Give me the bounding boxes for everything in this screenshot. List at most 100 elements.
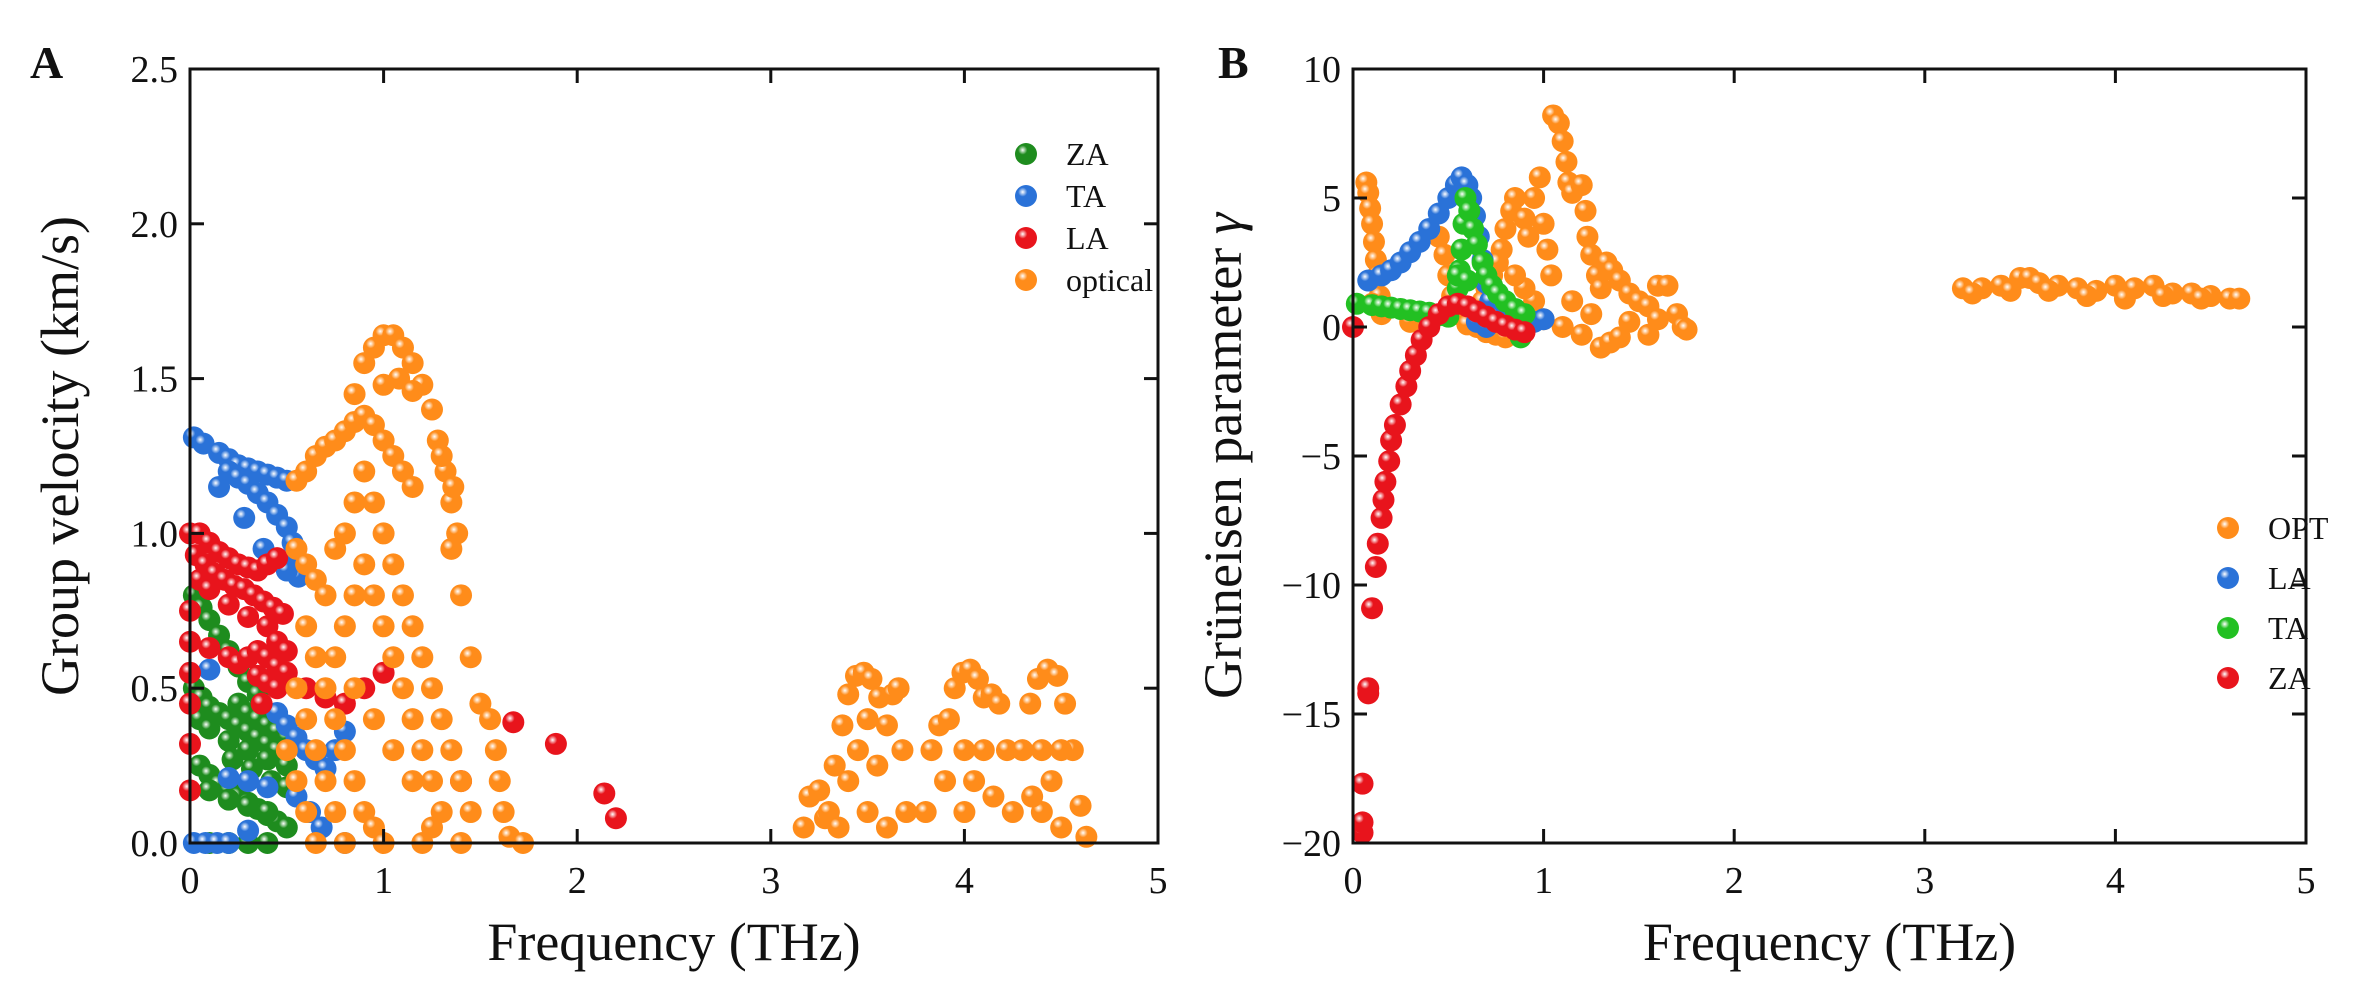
legend-item-ta: TA xyxy=(2217,610,2308,646)
data-point xyxy=(1532,308,1555,331)
data-point xyxy=(1383,414,1406,437)
data-point xyxy=(856,801,879,824)
data-point xyxy=(488,770,511,793)
data-point xyxy=(233,506,256,529)
data-point xyxy=(1456,269,1479,292)
data-point xyxy=(1999,279,2022,302)
data-point xyxy=(1504,264,1527,287)
data-point xyxy=(372,522,395,545)
data-point xyxy=(966,667,989,690)
data-point xyxy=(1021,785,1044,808)
legend-marker xyxy=(2217,617,2239,639)
data-point xyxy=(421,677,443,700)
data-point xyxy=(1523,187,1546,209)
data-point xyxy=(401,379,424,402)
data-point xyxy=(401,708,424,731)
data-point xyxy=(502,711,525,734)
data-point xyxy=(937,708,960,731)
data-point xyxy=(1656,274,1679,297)
data-point xyxy=(1574,199,1597,222)
legend-item-la: LA xyxy=(1015,220,1109,256)
data-point xyxy=(1001,801,1024,824)
legend-item-ta: TA xyxy=(1015,178,1106,214)
data-point xyxy=(920,739,943,762)
data-point xyxy=(353,460,376,483)
y-tick-label: 5 xyxy=(1322,178,1341,220)
data-point xyxy=(1458,199,1481,222)
y-tick-label: 1.5 xyxy=(131,359,179,401)
data-point xyxy=(972,739,995,762)
data-point xyxy=(343,584,366,607)
data-point xyxy=(256,801,279,824)
data-point xyxy=(604,807,627,830)
data-point xyxy=(1370,506,1393,529)
data-point xyxy=(411,739,434,762)
x-tick-label: 2 xyxy=(568,860,587,902)
legend-label: LA xyxy=(1066,220,1109,256)
x-tick-label: 5 xyxy=(2297,860,2316,902)
data-point xyxy=(343,677,366,700)
x-tick-label: 3 xyxy=(761,860,780,902)
data-point xyxy=(1646,308,1669,331)
data-point xyxy=(304,646,327,669)
data-point xyxy=(875,816,898,839)
data-point xyxy=(266,677,289,700)
data-point xyxy=(1547,112,1570,135)
x-tick-label: 5 xyxy=(1149,860,1168,902)
data-point xyxy=(1389,393,1412,416)
x-tick-label: 4 xyxy=(2106,860,2125,902)
data-point xyxy=(324,646,347,669)
data-point xyxy=(401,770,424,793)
data-point xyxy=(1054,692,1077,715)
data-point xyxy=(988,692,1011,715)
data-point xyxy=(411,646,434,669)
data-point xyxy=(391,677,414,700)
data-point xyxy=(237,819,260,842)
data-point xyxy=(333,615,356,638)
data-point xyxy=(421,770,443,793)
legend-item-opt: OPT xyxy=(2217,510,2329,546)
data-point xyxy=(1551,316,1574,338)
data-point xyxy=(1075,825,1098,848)
data-point xyxy=(856,708,879,731)
data-point xyxy=(831,714,854,737)
data-point xyxy=(208,475,231,498)
data-point xyxy=(1589,277,1612,300)
data-point xyxy=(343,770,366,793)
y-tick-label: −10 xyxy=(1282,565,1341,607)
data-point xyxy=(1494,217,1517,240)
data-point xyxy=(2037,279,2060,302)
y-tick-label: −20 xyxy=(1282,823,1341,865)
data-point xyxy=(2075,285,2098,308)
data-point xyxy=(198,717,221,740)
data-point xyxy=(1540,264,1563,287)
data-point xyxy=(1536,238,1559,261)
data-point xyxy=(459,801,482,824)
data-point xyxy=(1465,233,1488,256)
data-point xyxy=(217,788,240,811)
data-point xyxy=(285,677,308,700)
y-tick-label: −15 xyxy=(1282,694,1341,736)
data-point xyxy=(1532,212,1555,235)
data-point xyxy=(1555,150,1578,173)
data-point xyxy=(837,683,860,706)
legend-item-za: ZA xyxy=(2217,660,2311,696)
legend-label: TA xyxy=(2268,610,2308,646)
data-point xyxy=(995,739,1018,762)
data-point xyxy=(1364,555,1387,578)
data-point xyxy=(333,739,356,762)
data-point xyxy=(1040,770,1063,793)
data-point xyxy=(198,658,221,681)
plot-frame xyxy=(188,67,1160,845)
data-points xyxy=(179,324,1098,854)
data-point xyxy=(1580,303,1603,326)
data-point xyxy=(479,708,502,731)
data-point xyxy=(837,770,860,793)
data-point xyxy=(1069,794,1092,817)
data-point xyxy=(1362,230,1385,253)
data-point xyxy=(314,770,337,793)
data-point xyxy=(887,677,910,700)
data-point xyxy=(823,754,846,777)
data-point xyxy=(353,553,376,576)
data-point xyxy=(2190,287,2213,310)
